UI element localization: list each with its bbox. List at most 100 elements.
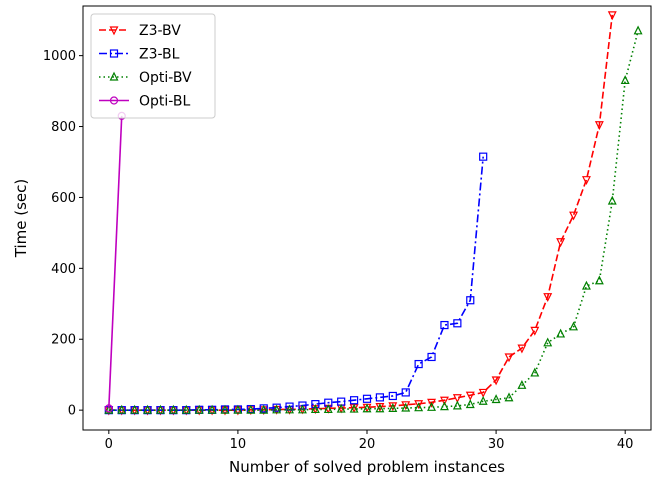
data-point-opti-bv	[478, 395, 488, 405]
data-point-opti-bv	[246, 404, 256, 414]
data-point-opti-bv	[581, 280, 591, 290]
data-point-opti-bv	[543, 337, 553, 347]
data-point-z3-bv	[594, 121, 604, 131]
legend-marker-z3-bl	[109, 49, 119, 58]
data-point-z3-bl	[401, 388, 410, 397]
legend-label-z3-bl: Z3-BL	[139, 47, 180, 63]
data-point-opti-bv	[130, 404, 140, 414]
data-point-z3-bl	[349, 396, 359, 405]
data-point-opti-bv	[362, 403, 372, 413]
data-point-z3-bl	[440, 320, 449, 330]
data-point-opti-bv	[220, 404, 230, 414]
data-point-z3-bl	[362, 394, 372, 403]
data-point-z3-bv	[452, 394, 462, 404]
data-point-z3-bl	[479, 152, 488, 161]
data-point-opti-bv	[194, 404, 204, 414]
data-point-z3-bv	[427, 398, 437, 408]
series-line-z3-bl	[108, 156, 484, 411]
data-point-opti-bv	[207, 404, 217, 414]
data-point-z3-bv	[439, 396, 449, 406]
data-point-opti-bv	[297, 404, 307, 414]
y-tick-label: 600	[51, 191, 76, 206]
data-point-opti-bv	[569, 321, 579, 331]
data-point-opti-bv	[388, 403, 398, 412]
data-point-z3-bv	[530, 326, 540, 336]
data-point-opti-bl	[104, 404, 113, 413]
data-point-opti-bv	[323, 404, 333, 414]
y-tick-label: 1000	[43, 49, 76, 64]
data-point-opti-bv	[491, 394, 501, 404]
data-point-opti-bv	[517, 379, 527, 389]
data-point-opti-bv	[336, 403, 346, 413]
data-point-z3-bl	[414, 359, 423, 369]
data-point-opti-bv	[168, 404, 178, 414]
data-point-opti-bv	[556, 328, 566, 338]
data-point-z3-bl	[466, 296, 475, 305]
data-point-z3-bv	[607, 11, 617, 21]
data-point-z3-bv	[478, 388, 488, 398]
data-point-z3-bv	[556, 238, 566, 248]
data-point-opti-bv	[285, 404, 295, 414]
data-point-z3-bl	[427, 352, 436, 362]
data-point-opti-bv	[594, 275, 604, 285]
data-point-opti-bv	[620, 75, 630, 85]
data-point-opti-bv	[427, 401, 437, 411]
x-axis-label: Number of solved problem instances	[229, 458, 505, 476]
data-point-opti-bv	[233, 404, 243, 414]
x-tick-label: 40	[617, 437, 634, 452]
data-point-opti-bv	[633, 25, 643, 35]
data-point-opti-bv	[439, 401, 449, 411]
data-point-opti-bv	[117, 404, 127, 414]
y-axis-label: Time (sec)	[12, 179, 30, 258]
data-point-z3-bv	[401, 401, 411, 411]
data-point-opti-bv	[375, 403, 385, 413]
y-tick-label: 400	[51, 262, 76, 277]
data-point-opti-bv	[104, 404, 114, 414]
data-point-opti-bv	[259, 404, 269, 414]
data-point-opti-bv	[414, 402, 424, 412]
data-point-z3-bv	[491, 376, 501, 386]
legend-box	[90, 13, 216, 119]
legend-marker-z3-bv	[109, 26, 119, 36]
x-tick-label: 0	[105, 437, 113, 452]
data-point-opti-bv	[181, 404, 191, 414]
data-point-opti-bv	[530, 367, 540, 377]
data-point-z3-bv	[517, 344, 527, 354]
data-point-z3-bv	[465, 391, 475, 401]
x-tick-label: 10	[230, 437, 247, 452]
data-point-z3-bv	[569, 211, 579, 221]
x-tick-label: 20	[359, 437, 376, 452]
data-point-z3-bv	[504, 353, 514, 363]
legend-marker-opti-bv	[109, 71, 119, 81]
legend-label-opti-bl: Opti-BL	[139, 94, 190, 110]
data-point-opti-bv	[310, 404, 320, 414]
data-point-opti-bv	[349, 403, 359, 413]
data-point-opti-bv	[143, 404, 153, 414]
series-opti-bv	[104, 25, 643, 414]
y-tick-label: 200	[51, 333, 76, 348]
data-point-z3-bl	[453, 319, 462, 328]
data-point-opti-bv	[155, 404, 165, 414]
data-point-opti-bv	[401, 402, 411, 412]
data-point-opti-bv	[504, 392, 514, 402]
legend-label-z3-bv: Z3-BV	[139, 23, 181, 39]
data-point-z3-bl	[311, 400, 320, 409]
legend-marker-opti-bl	[109, 96, 119, 105]
data-point-z3-bv	[414, 400, 424, 410]
data-point-opti-bv	[272, 404, 282, 414]
data-point-z3-bv	[543, 293, 553, 303]
data-point-opti-bv	[465, 399, 475, 409]
data-point-opti-bv	[452, 400, 462, 410]
plot-area	[104, 11, 643, 416]
data-point-z3-bl	[272, 403, 281, 412]
legend-label-opti-bv: Opti-BV	[139, 70, 192, 86]
data-point-z3-bv	[388, 402, 398, 412]
series-line-opti-bl	[108, 115, 123, 409]
x-tick-label: 30	[488, 437, 505, 452]
data-point-z3-bl	[375, 393, 385, 402]
data-point-opti-bv	[607, 195, 617, 205]
y-tick-label: 800	[51, 120, 76, 135]
